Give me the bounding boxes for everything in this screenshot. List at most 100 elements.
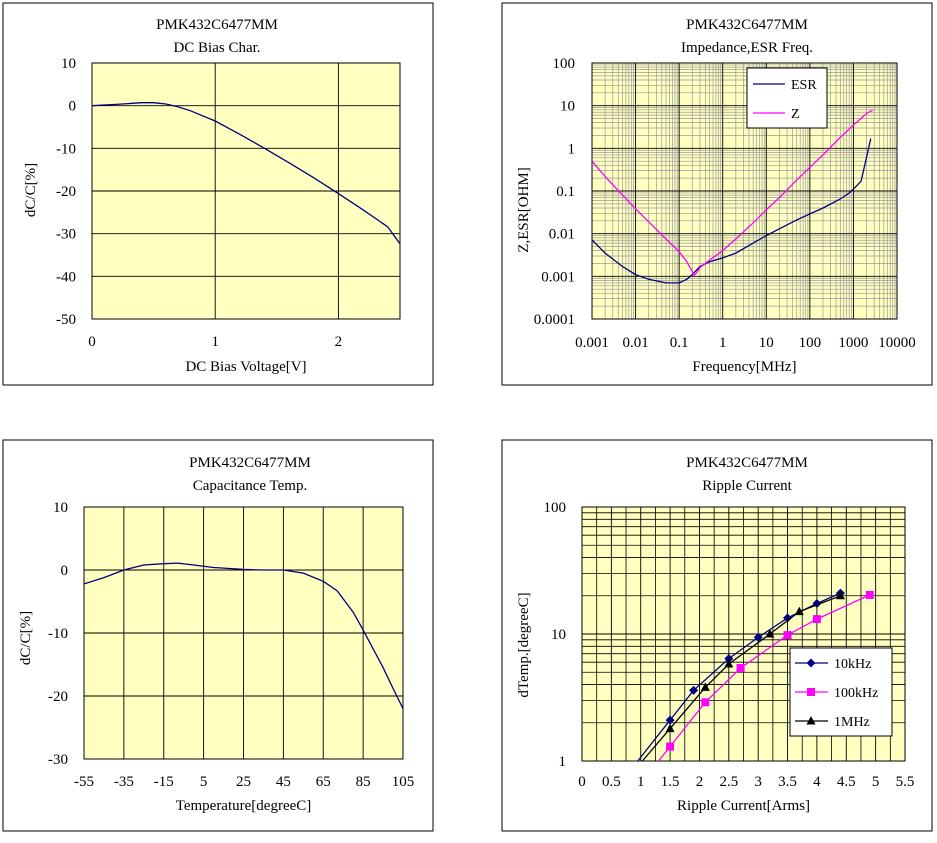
y-tick-label: 100	[553, 56, 576, 72]
x-axis-label: DC Bias Voltage[V]	[185, 359, 306, 375]
y-tick-label: -20	[48, 689, 68, 705]
y-tick-label: 0.1	[556, 184, 575, 200]
x-tick-label: 5	[872, 774, 880, 790]
x-tick-label: 10	[759, 335, 774, 351]
point-marker-1mhz	[700, 682, 710, 691]
x-tick-label: 25	[236, 774, 251, 790]
series-extension	[641, 728, 671, 762]
y-tick-label: 10	[61, 56, 76, 72]
point-marker-100khz	[865, 590, 874, 599]
x-tick-label: 100	[799, 335, 822, 351]
series-line-esr	[592, 138, 872, 284]
x-tick-label: 65	[316, 774, 331, 790]
y-tick-label: -10	[56, 141, 76, 157]
point-marker-10khz	[753, 632, 763, 642]
chart-subtitle: Impedance,ESR Freq.	[681, 40, 813, 56]
x-tick-label: 1	[637, 774, 645, 790]
legend-marker	[807, 688, 815, 696]
x-tick-label: 3.5	[778, 774, 797, 790]
x-tick-label: 0.001	[575, 335, 609, 351]
legend-label: 10kHz	[834, 657, 871, 672]
y-tick-label: 0.01	[549, 227, 575, 243]
point-marker-1mhz	[765, 629, 775, 638]
y-tick-label: -10	[48, 626, 68, 642]
y-tick-label: -40	[56, 269, 76, 285]
chart-2: 0.001 0.01 0.1 1 10 100 1000 10000 100 10 1 0.1 0.01…	[501, 2, 933, 386]
point-marker-1mhz	[794, 606, 804, 616]
point-marker-1mhz	[724, 659, 734, 668]
x-tick-label: 4	[813, 774, 821, 790]
point-marker-10khz	[724, 654, 734, 664]
legend	[746, 67, 828, 129]
chart-3: -55 -35 -15 5 25 45 65 85 105 10 0 -10 -20 -30 PMK432C…	[2, 439, 434, 832]
y-tick-label: 0.001	[541, 269, 575, 285]
y-tick-label: 1	[568, 141, 576, 157]
y-tick-label: 10	[53, 500, 68, 516]
x-tick-label: 1	[211, 334, 219, 350]
chart-1: 0 1 2 10 0 -10 -20 -30 -40 -50 PMK432C6477MM DC Bia…	[2, 2, 434, 386]
series-line-100khz	[669, 594, 871, 747]
x-tick-label: -35	[114, 774, 134, 790]
x-tick-label: 0.5	[602, 774, 621, 790]
series-line-z	[592, 109, 874, 277]
x-axis-label: Temperature[degreeC]	[176, 798, 312, 814]
chart-subtitle: DC Bias Char.	[173, 40, 260, 56]
y-tick-label: 1	[559, 754, 567, 770]
legend-label: ESR	[791, 78, 817, 93]
series-line-1	[92, 102, 400, 245]
point-marker-100khz	[736, 663, 745, 672]
y-axis-label: dC/C[%]	[18, 611, 34, 665]
point-marker-10khz	[783, 613, 793, 623]
x-tick-label: 0	[578, 774, 586, 790]
point-marker-100khz	[783, 631, 792, 640]
x-tick-label: 0	[88, 334, 96, 350]
x-tick-label: 5	[200, 774, 208, 790]
y-tick-label: -30	[56, 227, 76, 243]
legend-label: 1MHz	[834, 715, 870, 730]
y-tick-label: 0	[61, 563, 69, 579]
y-axis-label: Z,ESR[OHM]	[516, 167, 532, 252]
plot-border	[591, 62, 898, 320]
x-axis-label: Frequency[MHz]	[692, 359, 796, 375]
plot-border	[91, 62, 401, 320]
x-tick-label: 3	[754, 774, 762, 790]
point-marker-10khz	[689, 685, 699, 695]
point-marker-1mhz	[665, 723, 675, 733]
x-tick-label: 10000	[878, 335, 916, 351]
chart-4: 0 0.5 1 1.5 2 2.5 3 3.5 4 4.5 5 5.5 100 10 1 PMK432C647…	[501, 439, 933, 832]
x-tick-label: 2.5	[719, 774, 738, 790]
series-line-1	[84, 562, 403, 709]
y-tick-label: 10	[551, 627, 566, 643]
legend-label: 100kHz	[834, 686, 878, 701]
x-tick-label: 105	[392, 774, 415, 790]
chart-title: PMK432C6477MM	[686, 17, 808, 33]
x-tick-label: 1.5	[661, 774, 680, 790]
legend-marker	[806, 658, 816, 668]
x-tick-label: 4.5	[837, 774, 856, 790]
point-marker-100khz	[666, 742, 675, 751]
x-axis-label: Ripple Current[Arms]	[677, 798, 810, 814]
point-marker-100khz	[812, 615, 821, 624]
y-tick-label: -50	[56, 312, 76, 328]
x-tick-label: 2	[335, 334, 343, 350]
x-tick-label: 1	[719, 335, 727, 351]
chart-subtitle: Ripple Current	[702, 478, 792, 494]
x-tick-label: -55	[74, 774, 94, 790]
x-tick-label: 85	[356, 774, 371, 790]
legend-label: Z	[791, 107, 800, 122]
x-tick-label: 45	[276, 774, 291, 790]
plot-border	[83, 506, 404, 760]
point-marker-10khz	[665, 715, 675, 725]
y-tick-label: -30	[48, 752, 68, 768]
plot-border	[581, 506, 906, 762]
chart-title: PMK432C6477MM	[189, 455, 311, 471]
y-axis-label: dC/C[%]	[23, 163, 39, 217]
series-extension	[637, 719, 671, 762]
x-tick-label: 5.5	[896, 774, 915, 790]
y-axis-label: dTemp.[degreeC]	[516, 592, 532, 697]
y-tick-label: -20	[56, 184, 76, 200]
y-tick-label: 100	[544, 500, 567, 516]
point-marker-100khz	[701, 698, 710, 707]
point-marker-1mhz	[835, 590, 845, 600]
